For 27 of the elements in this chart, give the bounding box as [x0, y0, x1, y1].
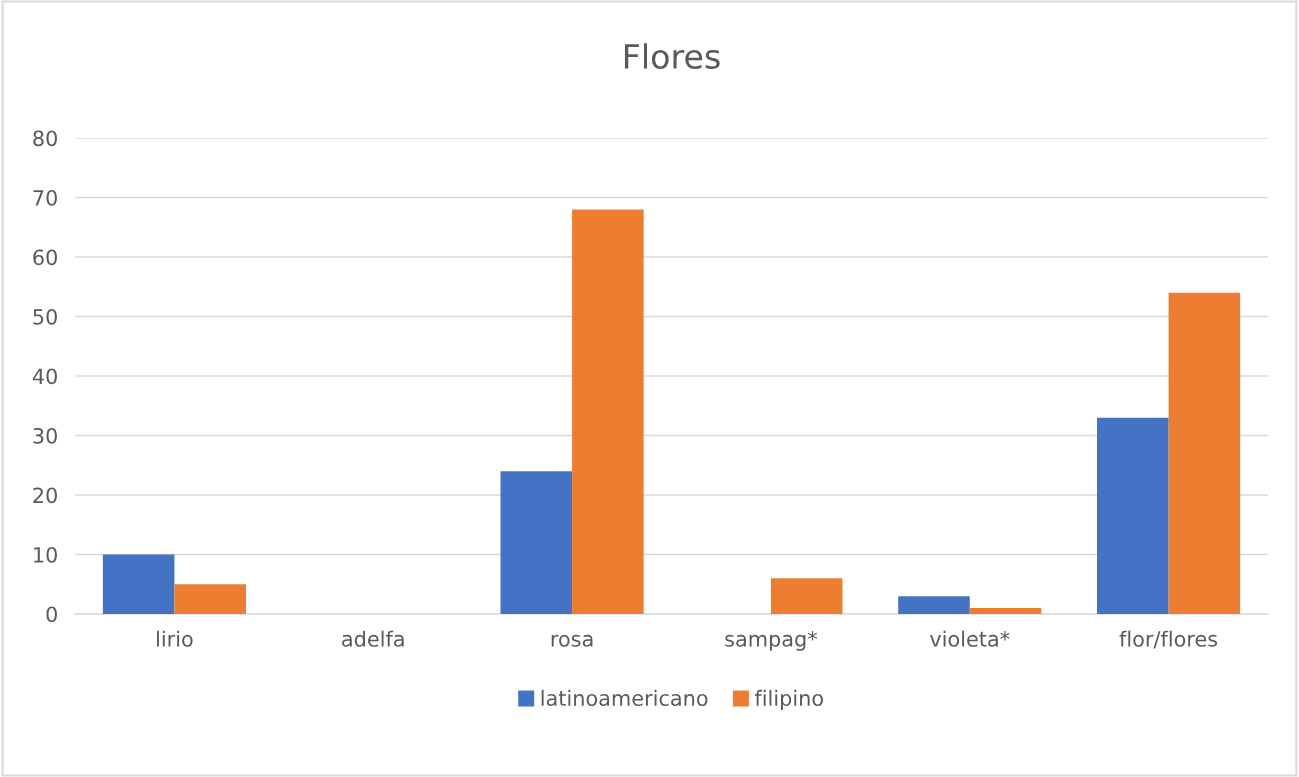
y-tick-label: 50: [33, 308, 57, 325]
y-tick-label: 60: [33, 249, 57, 266]
bar: [1168, 292, 1241, 614]
x-tick-label: adelfa: [342, 630, 404, 647]
y-tick-label: 10: [34, 546, 57, 563]
bar: [572, 209, 644, 614]
y-tick-label: 70: [33, 189, 57, 206]
bar: [1097, 417, 1169, 614]
bar: [770, 578, 843, 614]
y-tick-label: 0: [46, 606, 57, 623]
x-tick-label: sampag*: [725, 631, 818, 651]
bar: [174, 584, 246, 614]
x-tick-label: flor/flores: [1119, 630, 1218, 649]
y-tick-label: 40: [32, 368, 57, 385]
y-tick-label: 80: [33, 130, 57, 147]
legend-label: latinoamericano: [541, 689, 708, 706]
y-tick-label: 30: [33, 427, 57, 444]
bar: [102, 554, 175, 614]
bar: [969, 608, 1042, 614]
x-tick-label: lirio: [157, 630, 193, 647]
x-tick-label: rosa: [551, 634, 593, 647]
legend-label: filipino: [754, 689, 823, 711]
bar: [898, 596, 970, 614]
x-tick-label: violeta*: [929, 630, 1010, 647]
bar: [500, 471, 573, 614]
chart-title: Flores: [624, 43, 720, 70]
y-tick-label: 20: [33, 487, 57, 504]
